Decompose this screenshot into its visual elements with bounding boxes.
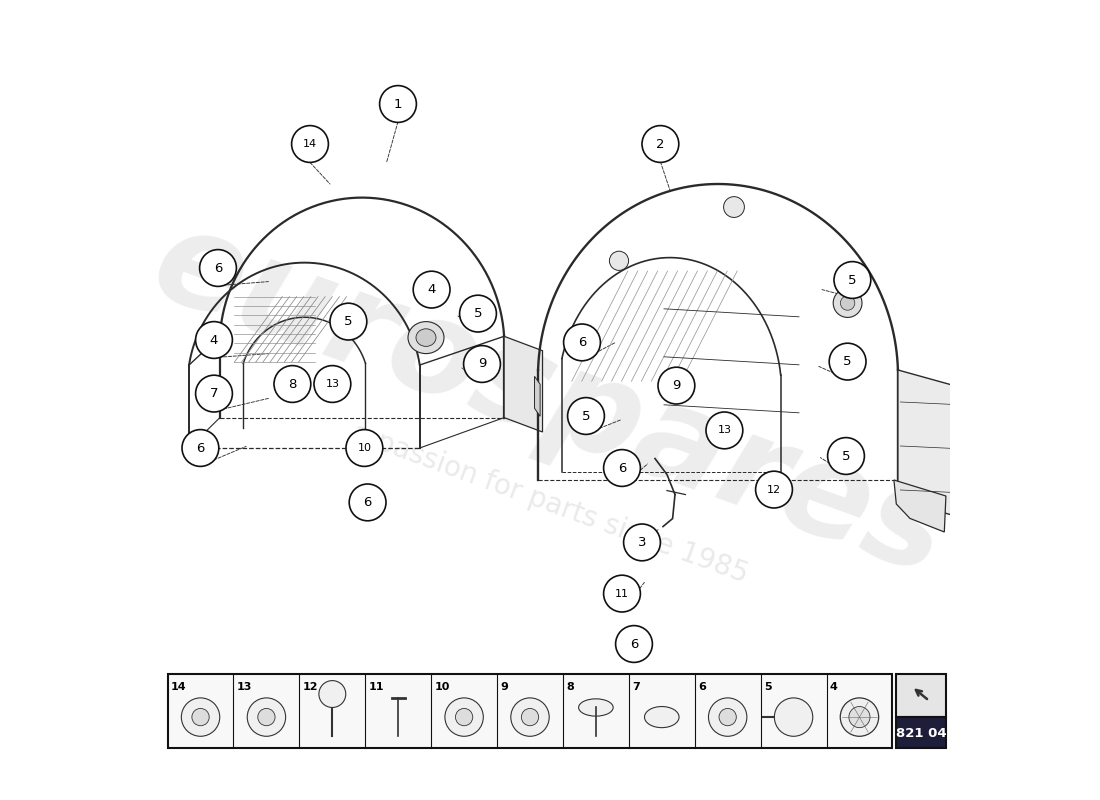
Text: 3: 3 [638,536,647,549]
Circle shape [379,86,417,122]
Polygon shape [504,336,542,432]
Circle shape [463,346,500,382]
Ellipse shape [408,322,444,354]
Circle shape [521,709,539,726]
Text: 5: 5 [582,410,591,422]
Text: 6: 6 [630,638,638,650]
Circle shape [756,471,792,508]
Text: 7: 7 [210,387,218,400]
Text: 2: 2 [656,138,664,150]
Text: 6: 6 [213,262,222,274]
Text: 9: 9 [500,682,508,691]
Circle shape [414,271,450,308]
Circle shape [616,626,652,662]
Text: 12: 12 [767,485,781,494]
Text: 5: 5 [763,682,771,691]
Circle shape [609,251,628,270]
Text: 1: 1 [394,98,403,110]
Text: 6: 6 [196,442,205,454]
Text: 6: 6 [363,496,372,509]
Circle shape [199,250,236,286]
Circle shape [248,698,286,736]
FancyBboxPatch shape [167,674,892,748]
Ellipse shape [645,706,679,728]
Circle shape [314,366,351,402]
Text: 5: 5 [842,450,850,462]
Text: 14: 14 [170,682,186,691]
Circle shape [642,126,679,162]
Circle shape [624,524,660,561]
Circle shape [849,706,870,728]
Circle shape [196,322,232,358]
Circle shape [840,698,879,736]
Circle shape [568,398,604,434]
Text: 4: 4 [210,334,218,346]
Text: 9: 9 [672,379,681,392]
Circle shape [706,412,743,449]
FancyBboxPatch shape [896,717,946,748]
Text: 13: 13 [717,426,732,435]
Text: a passion for parts since 1985: a passion for parts since 1985 [348,419,752,589]
Text: 14: 14 [302,139,317,149]
Circle shape [455,709,473,726]
Circle shape [834,262,871,298]
Circle shape [330,303,366,340]
Text: 5: 5 [844,355,851,368]
Text: 4: 4 [829,682,837,691]
Circle shape [604,450,640,486]
Text: 10: 10 [358,443,372,453]
Text: 8: 8 [566,682,574,691]
Circle shape [182,698,220,736]
Circle shape [346,430,383,466]
Text: 4: 4 [428,283,436,296]
Text: 13: 13 [326,379,340,389]
Circle shape [708,698,747,736]
Text: 11: 11 [368,682,384,691]
Circle shape [604,575,640,612]
Text: 10: 10 [434,682,450,691]
Polygon shape [898,370,956,516]
Circle shape [274,366,311,402]
Circle shape [510,698,549,736]
Circle shape [319,681,345,707]
Circle shape [444,698,483,736]
Polygon shape [894,480,946,532]
Text: 6: 6 [578,336,586,349]
Text: 5: 5 [848,274,857,286]
Text: 6: 6 [697,682,706,691]
Circle shape [191,709,209,726]
Circle shape [833,289,862,318]
Polygon shape [535,376,540,416]
Text: 12: 12 [302,682,318,691]
Text: 6: 6 [618,462,626,474]
Circle shape [563,324,601,361]
Text: 13: 13 [236,682,252,691]
Circle shape [719,709,736,726]
Text: 11: 11 [615,589,629,598]
Circle shape [196,375,232,412]
Circle shape [658,367,695,404]
Circle shape [257,709,275,726]
Text: 7: 7 [632,682,640,691]
Text: eurospares: eurospares [136,198,964,602]
Circle shape [460,295,496,332]
Circle shape [724,197,745,218]
Text: 8: 8 [288,378,297,390]
Circle shape [829,343,866,380]
Circle shape [827,438,865,474]
Text: 9: 9 [477,358,486,370]
Circle shape [774,698,813,736]
Text: 5: 5 [344,315,353,328]
Ellipse shape [416,329,436,346]
Circle shape [840,296,855,310]
Circle shape [292,126,329,162]
Circle shape [182,430,219,466]
Circle shape [349,484,386,521]
Ellipse shape [579,699,613,716]
FancyBboxPatch shape [896,674,946,717]
Text: 821 04: 821 04 [895,726,946,740]
Text: 5: 5 [474,307,482,320]
